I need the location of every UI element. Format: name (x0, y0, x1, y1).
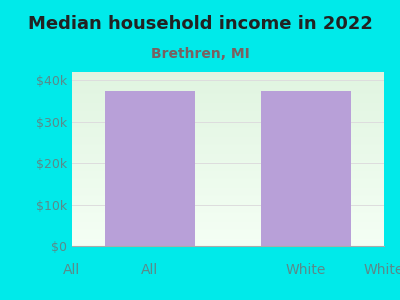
Bar (261, 91, 351, 246)
Text: All: All (141, 263, 159, 277)
Text: Median household income in 2022: Median household income in 2022 (28, 15, 372, 33)
Text: All: All (63, 263, 81, 277)
Text: White: White (286, 263, 326, 277)
Bar (105, 91, 195, 246)
Text: Brethren, MI: Brethren, MI (151, 46, 249, 61)
Text: White: White (364, 263, 400, 277)
